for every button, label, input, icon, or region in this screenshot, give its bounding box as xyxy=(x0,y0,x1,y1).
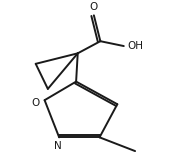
Text: O: O xyxy=(90,2,98,12)
Text: OH: OH xyxy=(127,41,143,51)
Text: N: N xyxy=(54,141,61,151)
Text: O: O xyxy=(31,98,40,108)
